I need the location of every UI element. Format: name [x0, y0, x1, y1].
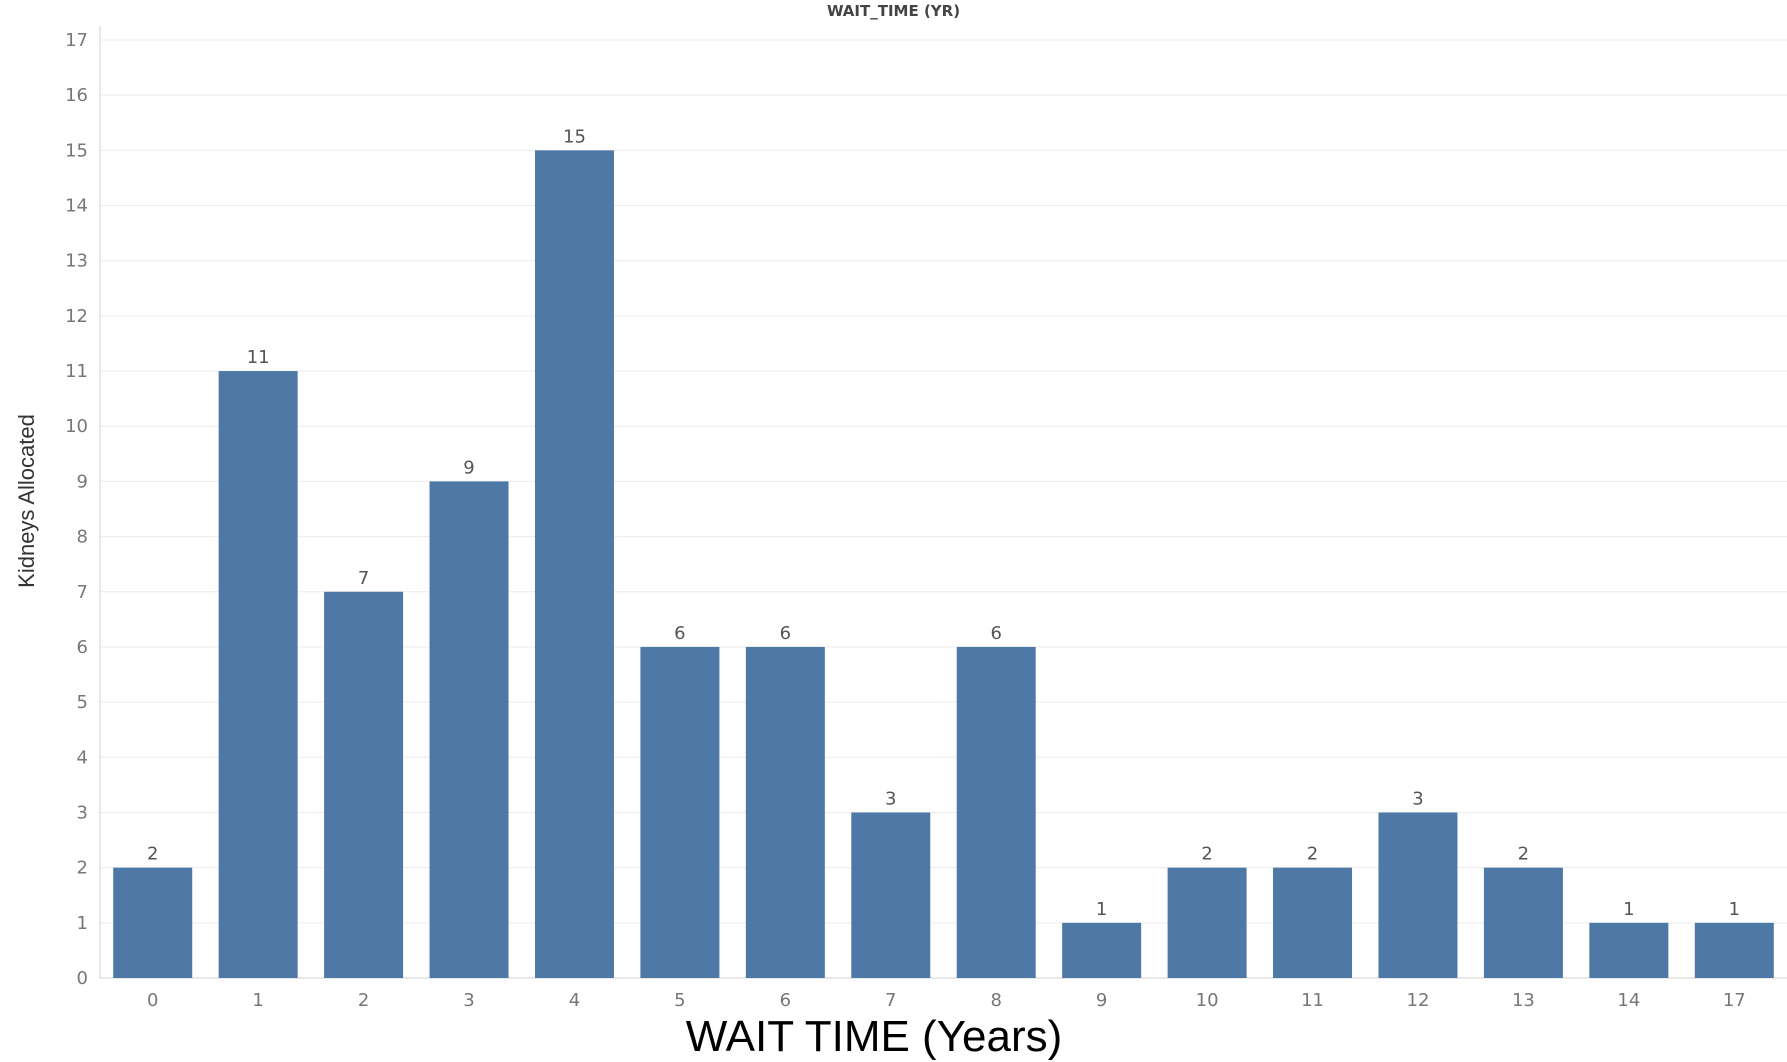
bar-value-label: 7 — [358, 568, 369, 589]
bar-value-label: 1 — [1623, 899, 1634, 920]
bar-value-label: 2 — [1201, 844, 1212, 865]
bar-5 — [640, 646, 720, 978]
y-tick-label: 7 — [77, 582, 88, 603]
y-tick-label: 4 — [77, 747, 88, 768]
y-tick-label: 2 — [77, 858, 88, 879]
bar-value-label: 15 — [563, 126, 586, 147]
x-tick-label: 13 — [1512, 990, 1535, 1011]
bar-2 — [324, 591, 404, 978]
y-tick-label: 13 — [65, 251, 88, 272]
bar-11 — [1273, 867, 1353, 978]
bar-13 — [1483, 867, 1563, 978]
y-tick-label: 1 — [77, 913, 88, 934]
y-tick-label: 11 — [65, 361, 88, 382]
x-tick-label: 10 — [1196, 990, 1219, 1011]
bar-3 — [429, 481, 509, 978]
bar-value-label: 9 — [463, 457, 474, 478]
x-tick-label: 12 — [1407, 990, 1430, 1011]
y-tick-label: 10 — [65, 416, 88, 437]
x-tick-label: 14 — [1617, 990, 1640, 1011]
chart-title: WAIT_TIME (YR) — [826, 2, 961, 20]
bar-value-label: 2 — [1518, 844, 1529, 865]
y-tick-label: 3 — [77, 802, 88, 823]
bar-value-label: 6 — [990, 623, 1001, 644]
bar-14 — [1589, 922, 1669, 978]
bar-value-label: 6 — [780, 623, 791, 644]
bar-4 — [534, 150, 614, 979]
x-tick-label: 11 — [1301, 990, 1324, 1011]
x-tick-label: 7 — [885, 990, 896, 1011]
bar-0 — [113, 867, 193, 978]
bar-value-label: 6 — [674, 623, 685, 644]
y-tick-label: 5 — [77, 692, 88, 713]
bar-6 — [745, 646, 825, 978]
x-tick-label: 1 — [252, 990, 263, 1011]
x-tick-label: 2 — [358, 990, 369, 1011]
bar-7 — [851, 812, 931, 978]
bar-value-label: 1 — [1729, 899, 1740, 920]
bar-value-label: 11 — [247, 347, 270, 368]
y-tick-label: 9 — [77, 471, 88, 492]
y-tick-label: 0 — [77, 968, 88, 989]
x-tick-label: 8 — [990, 990, 1001, 1011]
bar-10 — [1167, 867, 1247, 978]
x-tick-label: 5 — [674, 990, 685, 1011]
x-tick-label: 9 — [1096, 990, 1107, 1011]
x-tick-label: 3 — [463, 990, 474, 1011]
y-tick-label: 12 — [65, 306, 88, 327]
y-tick-label: 15 — [65, 140, 88, 161]
bar-9 — [1062, 922, 1142, 978]
bar-value-label: 2 — [147, 844, 158, 865]
bar-value-label: 1 — [1096, 899, 1107, 920]
x-tick-label: 4 — [569, 990, 580, 1011]
bar-value-label: 3 — [1412, 788, 1423, 809]
x-tick-label: 6 — [780, 990, 791, 1011]
x-axis-label: WAIT TIME (Years) — [685, 1012, 1063, 1061]
bar-value-label: 2 — [1307, 844, 1318, 865]
bar-17 — [1694, 922, 1774, 978]
bar-12 — [1378, 812, 1458, 978]
y-tick-label: 17 — [65, 30, 88, 51]
y-tick-label: 14 — [65, 196, 88, 217]
bar-8 — [956, 646, 1036, 978]
x-tick-label: 0 — [147, 990, 158, 1011]
bar-1 — [218, 371, 298, 978]
bar-value-label: 3 — [885, 788, 896, 809]
y-tick-label: 8 — [77, 527, 88, 548]
y-tick-label: 16 — [65, 85, 88, 106]
x-tick-label: 17 — [1723, 990, 1746, 1011]
y-tick-label: 6 — [77, 637, 88, 658]
